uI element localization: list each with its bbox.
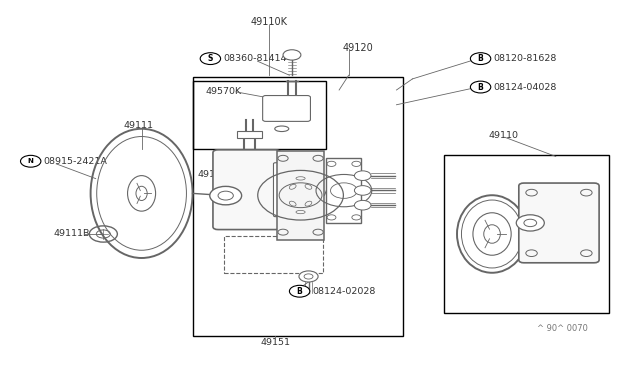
Text: B: B [477, 54, 483, 63]
Text: B: B [297, 287, 303, 296]
Circle shape [355, 201, 371, 210]
Text: 08124-02028: 08124-02028 [312, 287, 376, 296]
Text: 49121: 49121 [198, 170, 228, 179]
Circle shape [299, 271, 318, 282]
Circle shape [200, 53, 221, 64]
Text: 49111: 49111 [124, 121, 154, 129]
FancyBboxPatch shape [213, 150, 280, 230]
Circle shape [20, 155, 41, 167]
Text: 08360-81414: 08360-81414 [223, 54, 287, 63]
Text: 49110: 49110 [489, 131, 519, 140]
Bar [237, 131, 262, 138]
Text: 49111B: 49111B [54, 230, 90, 238]
Bar [225, 236, 323, 273]
Bar [276, 151, 324, 240]
Circle shape [289, 285, 310, 297]
Text: S: S [208, 54, 213, 63]
Text: 08120-81628: 08120-81628 [493, 54, 557, 63]
Text: 49570K: 49570K [205, 87, 241, 96]
Text: ^ 90^ 0070: ^ 90^ 0070 [537, 324, 588, 333]
Bar [444, 155, 609, 313]
Circle shape [470, 53, 491, 64]
FancyBboxPatch shape [519, 183, 599, 263]
Circle shape [283, 50, 301, 60]
Text: 08915-2421A: 08915-2421A [44, 157, 108, 166]
Bar [193, 81, 326, 149]
Bar [326, 158, 362, 223]
Circle shape [210, 186, 242, 205]
FancyBboxPatch shape [262, 96, 310, 121]
Circle shape [470, 81, 491, 93]
Text: 49151: 49151 [260, 339, 291, 347]
Text: B: B [477, 83, 483, 92]
Text: 49120: 49120 [342, 42, 373, 52]
Bar [193, 77, 403, 336]
Circle shape [516, 215, 544, 231]
Text: N: N [28, 158, 34, 164]
Text: 49110K: 49110K [250, 17, 287, 27]
Text: 08124-04028: 08124-04028 [493, 83, 557, 92]
Circle shape [355, 171, 371, 180]
Circle shape [355, 186, 371, 195]
FancyBboxPatch shape [273, 163, 289, 217]
